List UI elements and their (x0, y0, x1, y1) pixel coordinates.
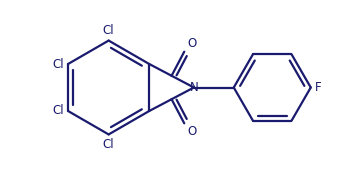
Text: Cl: Cl (53, 58, 64, 71)
Text: F: F (314, 81, 321, 94)
Text: O: O (187, 37, 196, 50)
Text: O: O (187, 125, 196, 138)
Text: Cl: Cl (103, 24, 115, 37)
Text: Cl: Cl (53, 104, 64, 117)
Text: N: N (190, 81, 198, 94)
Text: Cl: Cl (103, 138, 115, 151)
